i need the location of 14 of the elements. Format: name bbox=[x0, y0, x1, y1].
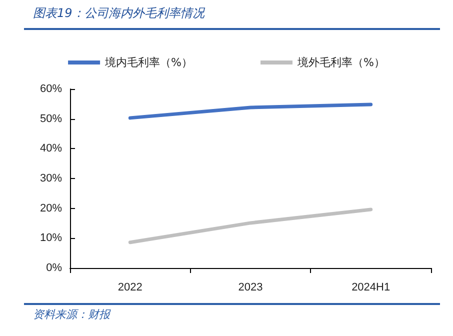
y-tick-label: 30% bbox=[40, 172, 62, 184]
y-tick-label: 40% bbox=[40, 142, 62, 155]
x-tick-label: 2022 bbox=[118, 282, 142, 294]
y-tick-label: 50% bbox=[40, 112, 62, 125]
x-tick-label: 2024H1 bbox=[352, 282, 390, 294]
chart-title: 图表19：公司海内外毛利率情况 bbox=[33, 5, 204, 22]
legend-label: 境外毛利率（%） bbox=[296, 56, 385, 69]
y-tick-label: 0% bbox=[46, 262, 62, 274]
x-tick-label: 2023 bbox=[238, 282, 263, 294]
text: 资料来源：财报 bbox=[33, 307, 110, 322]
y-tick-label: 60% bbox=[40, 83, 62, 95]
y-tick-label: 10% bbox=[40, 232, 62, 244]
y-tick-label: 20% bbox=[40, 202, 62, 214]
legend-label: 境内毛利率（%） bbox=[104, 56, 192, 69]
